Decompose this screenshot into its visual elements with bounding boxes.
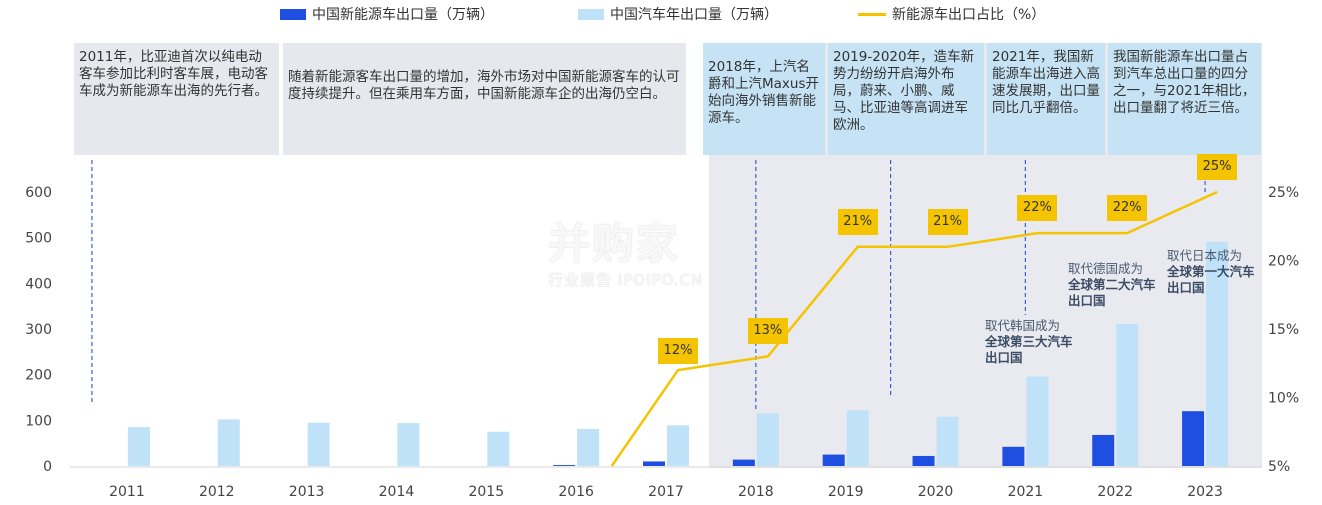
legend: 中国新能源车出口量（万辆） 中国汽车年出口量（万辆） 新能源车出口占比（%）	[0, 4, 1322, 26]
share-label-2022: 22%	[1107, 195, 1148, 222]
bar-nev-2017	[643, 461, 665, 466]
bar-total-2021	[1026, 376, 1049, 466]
share-label-2020: 21%	[927, 208, 968, 235]
legend-item-total: 中国汽车年出口量（万辆）	[578, 4, 778, 24]
bar-nev-2018	[732, 459, 755, 466]
y-left-tick-600: 600	[25, 185, 52, 201]
bar-nev-2016	[553, 465, 576, 466]
legend-swatch-total	[578, 8, 604, 20]
y-left-tick-400: 400	[25, 276, 52, 292]
milestone-2021-pre: 取代韩国成为	[985, 318, 1061, 333]
bar-total-2015	[487, 431, 510, 466]
x-tick-2012: 2012	[199, 484, 235, 500]
bar-total-2017	[667, 425, 689, 466]
bar-total-2013	[307, 422, 330, 466]
share-line	[610, 190, 1218, 467]
legend-item-share: 新能源车出口占比（%）	[858, 4, 1045, 24]
x-tick-2019: 2019	[828, 484, 864, 500]
bar-total-2011	[127, 427, 150, 466]
milestone-2021-strong: 全球第三大汽车出口国	[985, 334, 1073, 365]
y-right-tick-25: 25%	[1268, 185, 1299, 201]
bar-nev-2022	[1092, 434, 1115, 466]
bar-total-2022	[1116, 323, 1139, 466]
bar-total-2016	[577, 429, 600, 466]
legend-swatch-share	[858, 12, 886, 16]
legend-label-share: 新能源车出口占比（%）	[892, 7, 1046, 23]
legend-item-nev: 中国新能源车出口量（万辆）	[280, 4, 494, 24]
bar-nev-2021	[1002, 446, 1025, 466]
x-tick-2020: 2020	[918, 484, 954, 500]
bar-total-2018	[756, 413, 779, 466]
legend-label-nev: 中国新能源车出口量（万辆）	[312, 7, 494, 23]
y-right-tick-5: 5%	[1268, 459, 1290, 475]
share-label-2019: 21%	[837, 208, 878, 235]
bar-total-2023	[1206, 241, 1229, 466]
x-tick-2014: 2014	[379, 484, 415, 500]
milestone-2021: 取代韩国成为 全球第三大汽车出口国	[985, 318, 1080, 366]
x-tick-2017: 2017	[648, 484, 684, 500]
note-2012-2017: 随着新能源客车出口量的增加，海外市场对中国新能源客车的认可度持续提升。但在乘用车…	[283, 43, 686, 155]
y-right-tick-15: 15%	[1268, 322, 1299, 338]
bar-total-2019	[846, 410, 869, 466]
x-tick-2023: 2023	[1187, 484, 1223, 500]
milestone-2023-pre: 取代日本成为	[1167, 248, 1243, 263]
milestone-2023-strong: 全球第一大汽车出口国	[1167, 264, 1255, 295]
x-tick-2022: 2022	[1097, 484, 1133, 500]
legend-label-total: 中国汽车年出口量（万辆）	[610, 7, 778, 23]
x-tick-2021: 2021	[1008, 484, 1044, 500]
note-2023: 我国新能源车出口量占到汽车总出口量的四分之一，与2021年相比，出口量翻了将近三…	[1108, 43, 1261, 155]
y-left-tick-0: 0	[43, 459, 52, 475]
bar-total-2012	[217, 419, 240, 466]
x-tick-2015: 2015	[468, 484, 504, 500]
y-right-tick-20: 20%	[1268, 254, 1299, 270]
bar-nev-2020	[912, 455, 935, 466]
note-2021: 2021年，我国新能源车出海进入高速发展期，出口量同比几乎翻倍。	[987, 43, 1105, 155]
x-tick-2011: 2011	[109, 484, 145, 500]
bar-nev-2019	[822, 454, 845, 466]
note-2019-2020: 2019-2020年，造车新势力纷纷开启海外布局，蔚来、小鹏、威马、比亚迪等高调…	[828, 43, 984, 155]
y-left-tick-500: 500	[25, 231, 52, 247]
bar-total-2020	[936, 416, 959, 466]
milestone-2023: 取代日本成为 全球第一大汽车出口国	[1167, 248, 1261, 296]
x-tick-2018: 2018	[738, 484, 774, 500]
bar-nev-2023	[1182, 411, 1205, 466]
share-label-2023: 25%	[1197, 154, 1238, 180]
share-label-2021: 22%	[1017, 195, 1058, 222]
milestone-2022-pre: 取代德国成为	[1068, 261, 1144, 276]
bar-total-2014	[397, 423, 420, 466]
y-left-tick-300: 300	[25, 322, 52, 338]
legend-swatch-nev	[280, 8, 306, 20]
milestone-2022-strong: 全球第二大汽车出口国	[1068, 277, 1156, 308]
y-right-tick-10: 10%	[1268, 391, 1299, 407]
x-tick-2013: 2013	[289, 484, 325, 500]
x-tick-2016: 2016	[558, 484, 594, 500]
milestone-2022: 取代德国成为 全球第二大汽车出口国	[1068, 261, 1162, 309]
y-left-tick-200: 200	[25, 368, 52, 384]
note-2018: 2018年，上汽名爵和上汽Maxus开始向海外销售新能源车。	[703, 43, 825, 155]
share-label-2018: 13%	[747, 318, 788, 345]
note-2011: 2011年，比亚迪首次以纯电动客车参加比利时客车展，电动客车成为新能源车出海的先…	[74, 43, 279, 155]
y-left-tick-100: 100	[25, 413, 52, 429]
share-label-2017: 12%	[658, 338, 698, 365]
